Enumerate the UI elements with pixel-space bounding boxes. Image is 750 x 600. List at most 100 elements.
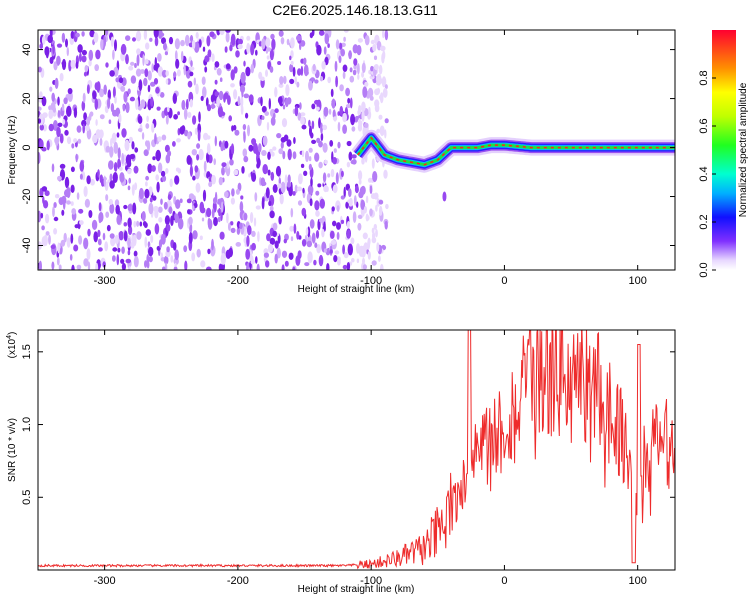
noise-speckle <box>266 55 270 60</box>
noise-speckle <box>79 220 84 226</box>
noise-speckle <box>362 257 365 265</box>
noise-speckle <box>364 81 369 87</box>
noise-speckle <box>256 263 260 270</box>
noise-speckle <box>75 61 79 69</box>
noise-speckle <box>207 49 212 58</box>
noise-speckle <box>346 229 351 239</box>
noise-speckle <box>50 102 56 111</box>
noise-speckle <box>173 266 178 270</box>
noise-speckle <box>225 63 231 70</box>
noise-speckle <box>242 124 247 131</box>
noise-speckle <box>199 201 205 213</box>
noise-speckle <box>139 221 143 227</box>
noise-speckle <box>272 146 277 151</box>
noise-speckle <box>187 209 191 215</box>
noise-speckle <box>218 90 224 101</box>
noise-speckle <box>157 136 162 143</box>
noise-speckle <box>163 42 167 51</box>
noise-speckle <box>298 173 303 185</box>
noise-speckle <box>81 55 87 63</box>
snr-scale-exponent: 4 <box>6 335 13 339</box>
noise-speckle <box>38 118 42 124</box>
noise-speckle <box>160 170 166 177</box>
noise-speckle <box>265 187 270 199</box>
x-tick-label: 100 <box>629 575 647 587</box>
noise-speckle <box>372 44 377 52</box>
noise-speckle <box>69 254 73 261</box>
noise-speckle <box>326 186 329 192</box>
noise-speckle <box>196 143 201 149</box>
noise-speckle <box>281 250 288 258</box>
x-tick-label: -200 <box>227 575 249 587</box>
noise-speckle <box>337 121 341 132</box>
noise-speckle <box>268 98 271 110</box>
noise-speckle <box>117 158 121 168</box>
noise-speckle <box>314 242 318 248</box>
noise-speckle <box>352 211 357 224</box>
noise-speckle <box>154 36 159 47</box>
noise-speckle <box>195 32 199 39</box>
noise-speckle <box>369 185 373 195</box>
noise-speckle <box>66 105 72 117</box>
noise-speckle <box>138 187 144 200</box>
noise-speckle <box>272 184 278 193</box>
noise-speckle <box>129 96 135 102</box>
noise-speckle <box>346 140 352 147</box>
noise-speckle <box>362 232 368 240</box>
noise-speckle <box>324 159 328 165</box>
noise-speckle <box>352 69 357 76</box>
spectrogram-marks <box>38 30 675 270</box>
noise-speckle <box>99 137 103 146</box>
noise-speckle <box>202 189 207 202</box>
noise-speckle <box>384 129 387 139</box>
noise-speckle <box>57 109 61 118</box>
noise-speckle <box>81 49 87 56</box>
noise-speckle <box>236 227 241 235</box>
noise-speckle <box>123 204 128 210</box>
noise-speckle <box>144 260 148 268</box>
noise-speckle <box>318 161 323 169</box>
noise-speckle <box>79 52 82 62</box>
noise-speckle <box>373 192 379 200</box>
noise-speckle <box>310 77 316 82</box>
noise-speckle <box>311 120 315 130</box>
svg-text:(x104): (x104) <box>6 332 18 359</box>
noise-speckle <box>144 58 149 65</box>
noise-speckle <box>146 254 150 265</box>
noise-speckle <box>214 79 218 85</box>
noise-speckle <box>157 162 163 174</box>
noise-speckle <box>271 151 275 157</box>
noise-speckle <box>83 237 89 250</box>
noise-speckle <box>225 32 230 43</box>
noise-speckle <box>278 83 284 88</box>
noise-speckle <box>308 119 311 127</box>
noise-speckle <box>157 53 162 62</box>
noise-speckle <box>345 104 352 108</box>
noise-speckle <box>53 216 59 222</box>
noise-speckle <box>125 35 131 41</box>
noise-speckle <box>211 53 215 62</box>
noise-speckle <box>136 48 141 55</box>
noise-speckle <box>118 230 124 241</box>
noise-speckle <box>307 251 313 264</box>
noise-speckle <box>136 54 140 67</box>
noise-speckle <box>125 165 128 171</box>
noise-speckle <box>154 208 159 219</box>
noise-speckle <box>361 101 366 112</box>
noise-speckle <box>109 146 114 158</box>
noise-speckle <box>54 194 60 199</box>
noise-speckle <box>191 252 196 262</box>
noise-speckle <box>176 138 181 143</box>
noise-speckle <box>54 136 60 144</box>
noise-speckle <box>148 246 154 257</box>
noise-speckle <box>38 260 42 270</box>
noise-speckle <box>86 248 91 261</box>
noise-speckle <box>368 106 371 115</box>
noise-speckle <box>219 77 223 82</box>
noise-speckle <box>48 109 54 120</box>
noise-speckle <box>332 157 338 165</box>
noise-speckle <box>70 184 75 193</box>
noise-speckle <box>57 96 60 106</box>
